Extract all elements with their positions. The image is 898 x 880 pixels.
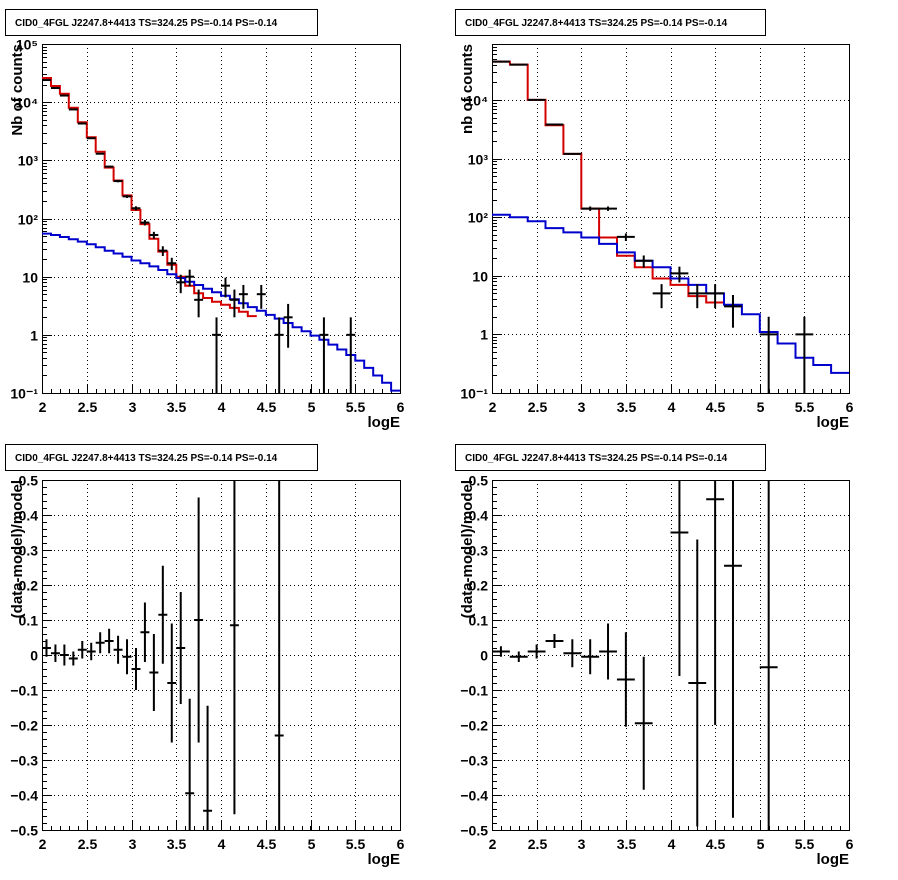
y-tick-label: 1 (480, 327, 488, 343)
chart-title: CID0_4FGL J2247.8+4413 TS=324.25 PS=-0.1… (465, 18, 728, 29)
y-tick-label: −0.2 (460, 718, 488, 734)
y-tick-label: −0.5 (10, 823, 38, 839)
x-tick-label: 2 (39, 836, 47, 852)
y-tick-label: −0.1 (10, 683, 38, 699)
x-tick-label: 3 (578, 836, 586, 852)
x-tick-label: 5 (308, 399, 316, 415)
y-tick-label: 10³ (18, 153, 39, 169)
y-tick-label: −0.5 (460, 823, 488, 839)
x-tick-label: 3.5 (167, 399, 187, 415)
x-tick-label: 4.5 (706, 836, 726, 852)
x-tick-label: 4 (668, 836, 676, 852)
y-axis-label: (data-model)/model (9, 480, 26, 618)
x-tick-label: 5 (757, 399, 765, 415)
x-tick-label: 2 (489, 399, 497, 415)
data-point (114, 180, 123, 182)
y-tick-label: −0.3 (10, 753, 38, 769)
x-tick-label: 6 (397, 836, 405, 852)
y-axis-label: (data-model)/model (459, 480, 476, 618)
y-tick-label: 10 (22, 270, 38, 286)
x-tick-label: 5.5 (346, 836, 366, 852)
y-axis-label: nb of counts (459, 44, 476, 134)
x-tick-label: 2.5 (528, 399, 548, 415)
x-tick-label: 2.5 (528, 836, 548, 852)
x-tick-labels: 2 2.5 3 3.5 4 4.5 5 5.5 6 (39, 399, 405, 415)
chart-panel-3: CID0_4FGL J2247.8+4413 TS=324.25 PS=-0.1… (6, 445, 405, 869)
x-tick-label: 3 (129, 836, 137, 852)
data-point (105, 166, 114, 168)
x-tick-label: 3.5 (167, 836, 187, 852)
x-tick-label: 6 (397, 399, 405, 415)
x-tick-label: 2.5 (78, 836, 98, 852)
x-tick-label: 4 (218, 836, 226, 852)
y-tick-label: 10⁻¹ (460, 386, 488, 402)
data-point (96, 153, 105, 154)
chart-panel-4: CID0_4FGL J2247.8+4413 TS=324.25 PS=-0.1… (456, 445, 854, 869)
x-axis-label: logE (368, 851, 401, 868)
x-tick-labels: 2 2.5 3 3.5 4 4.5 5 5.5 6 (489, 399, 854, 415)
x-tick-label: 5 (308, 836, 316, 852)
x-tick-label: 4.5 (706, 399, 726, 415)
chart-title: CID0_4FGL J2247.8+4413 TS=324.25 PS=-0.1… (465, 453, 728, 464)
x-axis-label: logE (817, 851, 850, 868)
x-tick-labels: 2 2.5 3 3.5 4 4.5 5 5.5 6 (489, 836, 854, 852)
x-tick-label: 4 (668, 399, 676, 415)
y-tick-label: 10² (18, 212, 39, 228)
x-tick-label: 2.5 (78, 399, 98, 415)
x-tick-label: 6 (846, 399, 854, 415)
data-point (546, 124, 564, 125)
x-tick-label: 2 (39, 399, 47, 415)
y-tick-label: 10⁻¹ (10, 386, 38, 402)
x-tick-label: 3.5 (617, 836, 637, 852)
x-axis-label: logE (817, 414, 850, 431)
x-tick-label: 5.5 (346, 399, 366, 415)
y-tick-label: −0.4 (460, 788, 488, 804)
chart-panel-2: CID0_4FGL J2247.8+4413 TS=324.25 PS=-0.1… (456, 10, 854, 432)
x-tick-label: 5.5 (795, 836, 815, 852)
y-tick-label: 10³ (468, 152, 489, 168)
x-axis-label: logE (368, 414, 401, 431)
y-tick-label: 0 (30, 648, 38, 664)
data-point (563, 153, 581, 154)
x-tick-label: 4.5 (257, 399, 277, 415)
data-point (87, 138, 96, 139)
x-tick-label: 3.5 (617, 399, 637, 415)
x-tick-label: 3 (129, 399, 137, 415)
data-point (78, 123, 87, 124)
x-tick-label: 4.5 (257, 836, 277, 852)
y-tick-label: 10² (468, 210, 489, 226)
chart-title: CID0_4FGL J2247.8+4413 TS=324.25 PS=-0.1… (15, 453, 278, 464)
x-tick-label: 6 (846, 836, 854, 852)
y-tick-label: 0 (480, 648, 488, 664)
chart-panel-1: CID0_4FGL J2247.8+4413 TS=324.25 PS=-0.1… (6, 10, 405, 432)
y-axis-label: Nb of counts (9, 44, 26, 136)
data-point (69, 109, 78, 110)
y-tick-label: −0.3 (460, 753, 488, 769)
y-tick-label: −0.1 (460, 683, 488, 699)
x-tick-label: 3 (578, 399, 586, 415)
x-tick-labels: 2 2.5 3 3.5 4 4.5 5 5.5 6 (39, 836, 405, 852)
data-point (528, 100, 546, 101)
x-tick-label: 5 (757, 836, 765, 852)
x-tick-label: 2 (489, 836, 497, 852)
chart-title: CID0_4FGL J2247.8+4413 TS=324.25 PS=-0.1… (15, 18, 278, 29)
y-tick-label: −0.2 (10, 718, 38, 734)
y-tick-label: 10 (472, 269, 488, 285)
x-tick-label: 4 (218, 399, 226, 415)
y-tick-label: −0.4 (10, 788, 38, 804)
y-tick-label: 1 (30, 328, 38, 344)
x-tick-label: 5.5 (795, 399, 815, 415)
